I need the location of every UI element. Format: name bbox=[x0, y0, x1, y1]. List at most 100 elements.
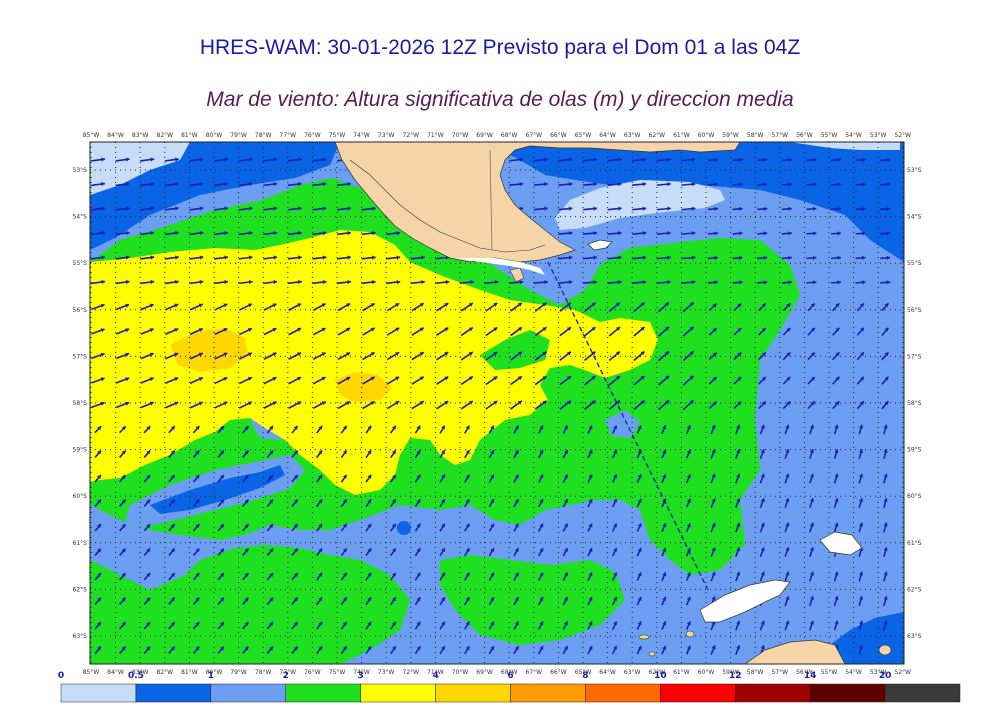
direction-arrow bbox=[809, 424, 814, 435]
direction-arrow bbox=[291, 425, 299, 434]
direction-arrow bbox=[661, 449, 667, 459]
longitude-label-top: 79°W bbox=[230, 132, 247, 139]
latitude-label-right: 53°S bbox=[907, 167, 922, 174]
colorbar-tick-label: 12 bbox=[729, 671, 742, 681]
direction-arrow bbox=[115, 377, 130, 384]
direction-arrow bbox=[143, 425, 151, 434]
direction-arrow bbox=[708, 352, 718, 360]
direction-arrow bbox=[562, 425, 569, 434]
direction-arrow bbox=[362, 327, 376, 336]
direction-arrow bbox=[608, 375, 621, 386]
direction-arrow bbox=[757, 231, 768, 236]
direction-arrow bbox=[513, 425, 520, 434]
direction-arrow bbox=[439, 621, 446, 630]
longitude-label-top: 65°W bbox=[575, 132, 592, 139]
direction-arrow bbox=[833, 571, 839, 582]
longitude-label-bottom: 81°W bbox=[181, 669, 198, 676]
direction-arrow bbox=[735, 620, 741, 631]
direction-arrow bbox=[312, 376, 326, 385]
direction-arrow bbox=[217, 499, 225, 507]
direction-arrow bbox=[213, 157, 229, 162]
direction-arrow bbox=[439, 449, 446, 459]
colorbar-tick-label: 4 bbox=[432, 671, 438, 681]
direction-arrow bbox=[633, 375, 646, 386]
longitude-label-bottom: 83°W bbox=[132, 669, 149, 676]
direction-arrow bbox=[119, 450, 127, 458]
direction-arrow bbox=[266, 597, 274, 605]
direction-arrow bbox=[94, 450, 102, 458]
direction-arrow bbox=[288, 376, 302, 385]
latitude-label-left: 58°S bbox=[73, 400, 88, 407]
direction-arrow bbox=[809, 571, 814, 582]
land-islet-3 bbox=[648, 651, 656, 657]
direction-arrow bbox=[143, 474, 151, 483]
direction-arrow bbox=[390, 596, 397, 606]
direction-arrow bbox=[485, 400, 498, 410]
direction-arrow bbox=[390, 498, 397, 508]
direction-arrow bbox=[608, 301, 621, 313]
direction-arrow bbox=[707, 157, 719, 162]
direction-arrow bbox=[288, 352, 302, 360]
direction-arrow bbox=[611, 547, 618, 557]
direction-arrow bbox=[213, 181, 229, 187]
direction-arrow bbox=[362, 376, 376, 385]
direction-arrow bbox=[781, 280, 792, 285]
direction-arrow bbox=[781, 231, 792, 236]
direction-arrow bbox=[784, 596, 790, 606]
direction-arrow bbox=[242, 523, 250, 532]
direction-arrow bbox=[312, 230, 327, 236]
longitude-label-top: 61°W bbox=[673, 132, 690, 139]
direction-arrow bbox=[881, 376, 890, 385]
direction-arrow bbox=[607, 255, 622, 260]
direction-arrow bbox=[881, 302, 890, 312]
direction-arrow bbox=[880, 157, 891, 163]
longitude-label-top: 66°W bbox=[550, 132, 567, 139]
direction-arrow bbox=[312, 302, 326, 312]
direction-arrow bbox=[636, 596, 642, 606]
direction-arrow bbox=[140, 230, 155, 236]
direction-arrow bbox=[414, 645, 421, 655]
direction-arrow bbox=[833, 522, 839, 533]
direction-arrow bbox=[883, 522, 888, 533]
direction-arrow bbox=[807, 302, 816, 312]
direction-arrow bbox=[90, 230, 106, 236]
direction-arrow bbox=[880, 255, 891, 261]
direction-arrow bbox=[733, 376, 742, 385]
direction-arrow bbox=[340, 498, 348, 508]
direction-arrow bbox=[119, 621, 127, 630]
direction-arrow bbox=[192, 474, 200, 483]
direction-arrow bbox=[439, 425, 446, 434]
longitude-label-top: 52°W bbox=[895, 132, 912, 139]
direction-arrow bbox=[189, 255, 204, 260]
direction-arrow bbox=[165, 377, 179, 384]
direction-arrow bbox=[681, 157, 696, 162]
direction-arrow bbox=[189, 303, 204, 311]
direction-arrow bbox=[584, 400, 596, 410]
direction-arrow bbox=[164, 181, 179, 187]
direction-arrow bbox=[735, 522, 741, 533]
direction-arrow bbox=[510, 326, 523, 337]
direction-arrow bbox=[708, 303, 718, 311]
direction-arrow bbox=[784, 571, 790, 582]
direction-arrow bbox=[513, 474, 520, 483]
direction-arrow bbox=[390, 572, 397, 581]
direction-arrow bbox=[164, 255, 179, 260]
direction-arrow bbox=[189, 181, 204, 187]
direction-arrow bbox=[708, 327, 718, 336]
direction-arrow bbox=[607, 206, 622, 211]
direction-arrow bbox=[238, 376, 253, 385]
direction-arrow bbox=[411, 376, 425, 385]
direction-arrow bbox=[784, 424, 790, 435]
longitude-label-top: 57°W bbox=[772, 132, 789, 139]
zone-4-6m-patch-1 bbox=[170, 328, 248, 372]
direction-arrow bbox=[94, 621, 102, 630]
longitude-label-top: 78°W bbox=[255, 132, 272, 139]
direction-arrow bbox=[386, 230, 401, 236]
land-coast-detail bbox=[349, 159, 546, 253]
direction-arrow bbox=[439, 523, 446, 532]
latitude-label-left: 55°S bbox=[73, 260, 88, 267]
longitude-label-bottom: 75°W bbox=[329, 669, 346, 676]
longitude-label-top: 83°W bbox=[132, 132, 149, 139]
latitude-label-left: 53°S bbox=[73, 167, 88, 174]
direction-arrow bbox=[607, 182, 622, 187]
